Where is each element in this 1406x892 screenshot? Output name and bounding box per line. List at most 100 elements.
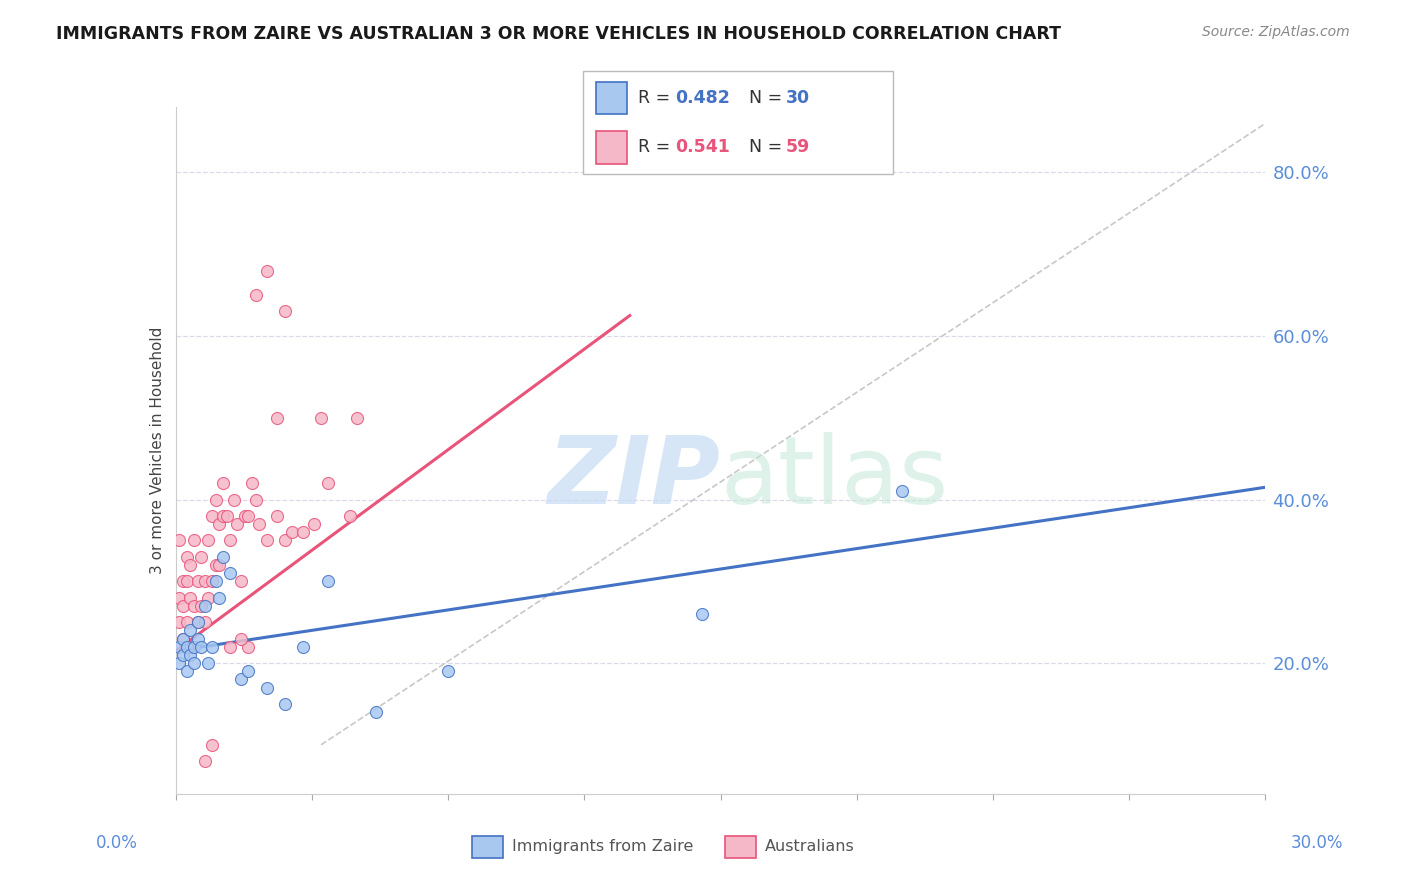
Point xyxy=(233,508,256,523)
Point xyxy=(190,549,212,564)
Text: 0.0%: 0.0% xyxy=(96,834,138,852)
Point xyxy=(186,574,209,589)
Point xyxy=(208,558,231,572)
Point xyxy=(194,754,217,768)
Point xyxy=(201,574,224,589)
Point xyxy=(245,288,267,302)
Point xyxy=(201,640,224,654)
Point xyxy=(291,640,314,654)
Point xyxy=(204,574,226,589)
Point xyxy=(238,508,260,523)
Text: 0.482: 0.482 xyxy=(675,88,730,106)
Point xyxy=(212,549,235,564)
FancyBboxPatch shape xyxy=(472,836,503,858)
Point xyxy=(183,533,205,548)
Point xyxy=(179,591,201,605)
Point xyxy=(179,624,201,638)
Point xyxy=(240,476,263,491)
Point xyxy=(194,574,217,589)
Point xyxy=(256,681,278,695)
Point xyxy=(204,558,226,572)
Text: N =: N = xyxy=(749,137,787,156)
Point xyxy=(179,558,201,572)
Point xyxy=(204,492,226,507)
Point xyxy=(176,615,198,630)
Point xyxy=(197,533,219,548)
Text: Australians: Australians xyxy=(765,839,855,855)
Point xyxy=(186,632,209,646)
Point xyxy=(266,508,288,523)
Point xyxy=(274,304,297,318)
Point xyxy=(231,673,253,687)
Point xyxy=(194,599,217,613)
Point xyxy=(169,656,191,670)
Point xyxy=(346,410,368,425)
Point xyxy=(176,664,198,678)
FancyBboxPatch shape xyxy=(596,82,627,114)
Point xyxy=(219,533,242,548)
Point xyxy=(201,738,224,752)
Point xyxy=(437,664,460,678)
Text: 30.0%: 30.0% xyxy=(1291,834,1343,852)
Point xyxy=(692,607,714,621)
Point xyxy=(176,549,198,564)
Point xyxy=(219,566,242,581)
Point xyxy=(238,640,260,654)
Point xyxy=(318,476,340,491)
Point xyxy=(208,591,231,605)
Point xyxy=(197,656,219,670)
Point xyxy=(176,574,198,589)
Point xyxy=(169,640,191,654)
Text: IMMIGRANTS FROM ZAIRE VS AUSTRALIAN 3 OR MORE VEHICLES IN HOUSEHOLD CORRELATION : IMMIGRANTS FROM ZAIRE VS AUSTRALIAN 3 OR… xyxy=(56,25,1062,43)
Point xyxy=(190,640,212,654)
Point xyxy=(231,574,253,589)
Text: 59: 59 xyxy=(786,137,810,156)
Text: Source: ZipAtlas.com: Source: ZipAtlas.com xyxy=(1202,25,1350,39)
Point xyxy=(215,508,238,523)
Point xyxy=(172,632,194,646)
Point xyxy=(172,574,194,589)
Point xyxy=(318,574,340,589)
Point xyxy=(309,410,332,425)
Text: R =: R = xyxy=(638,137,675,156)
Point xyxy=(256,263,278,277)
Point xyxy=(197,591,219,605)
Point xyxy=(364,705,387,719)
Point xyxy=(179,648,201,662)
Point xyxy=(274,697,297,711)
Point xyxy=(256,533,278,548)
Point xyxy=(231,632,253,646)
FancyBboxPatch shape xyxy=(596,131,627,163)
Point xyxy=(208,516,231,531)
Point xyxy=(186,615,209,630)
Point xyxy=(169,615,191,630)
Point xyxy=(176,640,198,654)
Point xyxy=(179,640,201,654)
Text: atlas: atlas xyxy=(721,432,949,524)
FancyBboxPatch shape xyxy=(583,71,893,174)
Point xyxy=(169,591,191,605)
Text: 0.541: 0.541 xyxy=(675,137,730,156)
Point xyxy=(339,508,361,523)
Point xyxy=(891,484,914,499)
FancyBboxPatch shape xyxy=(725,836,756,858)
Point xyxy=(238,664,260,678)
Point xyxy=(226,516,249,531)
Text: R =: R = xyxy=(638,88,675,106)
Point xyxy=(245,492,267,507)
Point xyxy=(212,508,235,523)
Point xyxy=(172,648,194,662)
Point xyxy=(274,533,297,548)
Point xyxy=(183,656,205,670)
Point xyxy=(281,525,304,540)
Point xyxy=(222,492,245,507)
Point xyxy=(183,640,205,654)
Point xyxy=(201,508,224,523)
Point xyxy=(169,533,191,548)
Point xyxy=(302,516,325,531)
Y-axis label: 3 or more Vehicles in Household: 3 or more Vehicles in Household xyxy=(149,326,165,574)
Point xyxy=(266,410,288,425)
Text: N =: N = xyxy=(749,88,787,106)
Text: Immigrants from Zaire: Immigrants from Zaire xyxy=(512,839,693,855)
Point xyxy=(190,599,212,613)
